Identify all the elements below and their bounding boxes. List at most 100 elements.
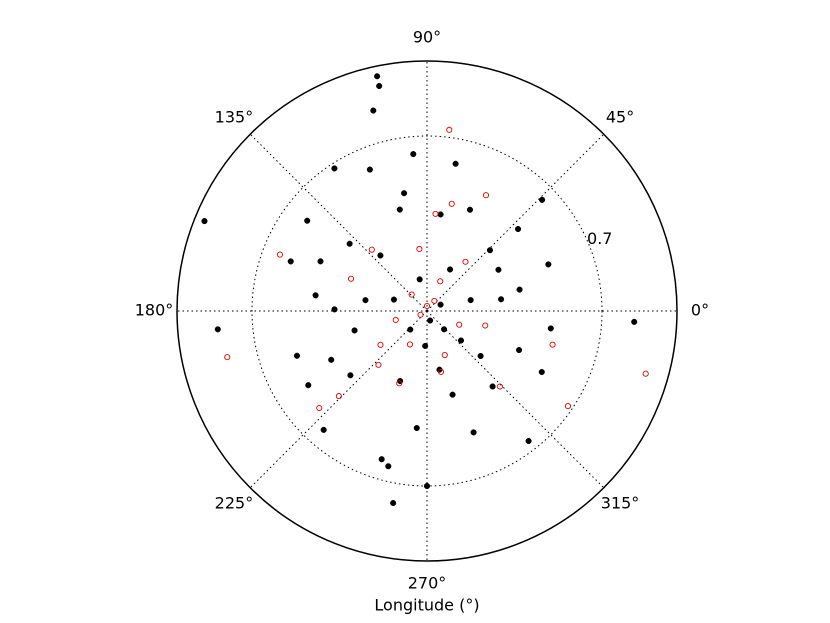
scatter-point	[516, 286, 523, 293]
scatter-point	[482, 322, 489, 329]
scatter-point	[416, 245, 423, 253]
scatter-point	[482, 192, 490, 199]
scatter-point	[514, 225, 522, 233]
scatter-point	[376, 82, 383, 90]
scatter-point	[432, 210, 439, 217]
scatter-point	[304, 217, 311, 224]
scatter-point	[496, 383, 503, 390]
scatter-point	[539, 196, 546, 203]
scatter-point	[396, 380, 403, 387]
scatter-point	[406, 341, 414, 348]
scatter-point	[374, 73, 381, 80]
scatter-point	[396, 206, 403, 213]
scatter-point	[486, 247, 493, 254]
scatter-point	[351, 327, 358, 334]
scatter-point	[549, 341, 556, 348]
scatter-point	[538, 368, 545, 376]
scatter-point	[452, 160, 459, 167]
scatter-point	[437, 211, 444, 218]
angle-tick-label: 315°	[601, 494, 640, 513]
scatter-point	[437, 301, 444, 308]
scatter-point	[312, 292, 319, 299]
angle-grid-line	[249, 133, 428, 312]
scatter-point	[462, 258, 469, 265]
scatter-point	[631, 318, 638, 325]
scatter-point	[370, 107, 377, 114]
scatter-point	[305, 382, 312, 389]
scatter-point	[437, 278, 444, 285]
scatter-point	[564, 403, 571, 410]
scatter-point	[410, 151, 417, 158]
scatter-point	[335, 393, 342, 400]
scatter-point	[224, 354, 231, 361]
scatter-point	[348, 275, 355, 282]
angle-tick-label: 0°	[691, 301, 709, 320]
scatter-point	[427, 317, 434, 324]
scatter-point	[516, 347, 523, 354]
scatter-point	[401, 190, 408, 197]
scatter-point	[385, 463, 392, 470]
scatter-point	[287, 258, 294, 265]
scatter-point	[423, 302, 431, 310]
scatter-point	[346, 240, 353, 247]
scatter-point	[431, 297, 438, 304]
scatter-point	[347, 372, 354, 379]
scatter-point	[441, 351, 448, 359]
scatter-point	[416, 276, 423, 283]
scatter-point	[407, 326, 414, 333]
scatter-point	[328, 356, 335, 363]
scatter-point	[489, 383, 496, 390]
angle-tick-label: 225°	[215, 494, 254, 513]
scatter-point	[362, 297, 369, 304]
scatter-point	[477, 352, 484, 360]
scatter-point	[525, 437, 532, 445]
scatter-point	[422, 342, 429, 350]
scatter-point	[201, 218, 208, 225]
scatter-point	[467, 297, 474, 304]
scatter-point	[456, 321, 463, 328]
scatter-point	[498, 296, 505, 303]
scatter-point	[446, 126, 453, 133]
scatter-point	[440, 326, 448, 333]
scatter-point	[642, 370, 649, 377]
scatter-point	[368, 246, 375, 253]
angle-tick-label: 45°	[606, 107, 634, 126]
outer-frame	[176, 60, 678, 562]
scatter-point	[331, 306, 338, 313]
scatter-point	[438, 368, 445, 375]
angle-tick-label: 135°	[215, 107, 254, 126]
x-axis-label: Longitude (°)	[374, 596, 479, 615]
scatter-point	[366, 166, 373, 173]
scatter-point	[214, 326, 221, 333]
angle-grid-line	[249, 310, 428, 489]
scatter-point	[331, 165, 338, 172]
angle-grid-line	[426, 310, 605, 489]
angle-tick-label: 270°	[408, 574, 447, 593]
scatter-point	[449, 391, 456, 398]
scatter-point	[317, 258, 324, 265]
scatter-point	[545, 261, 552, 268]
scatter-point	[320, 426, 327, 433]
scatter-point	[390, 296, 397, 303]
scatter-point	[466, 206, 474, 213]
scatter-point	[417, 311, 424, 318]
scatter-point	[446, 266, 454, 273]
scatter-point	[408, 291, 415, 298]
scatter-point	[495, 266, 502, 273]
angle-grid-line	[426, 133, 605, 312]
scatter-point	[276, 251, 284, 258]
scatter-point	[377, 252, 384, 259]
scatter-point	[377, 341, 384, 348]
scatter-point	[375, 361, 382, 368]
scatter-point	[457, 337, 465, 344]
scatter-point	[316, 404, 323, 412]
angle-tick-label: 180°	[135, 301, 174, 320]
scatter-point	[390, 499, 397, 507]
scatter-point	[423, 482, 431, 490]
scatter-point	[470, 429, 477, 436]
radial-tick-label: 0.7	[587, 229, 612, 248]
scatter-point	[392, 316, 399, 324]
scatter-point	[378, 456, 385, 463]
